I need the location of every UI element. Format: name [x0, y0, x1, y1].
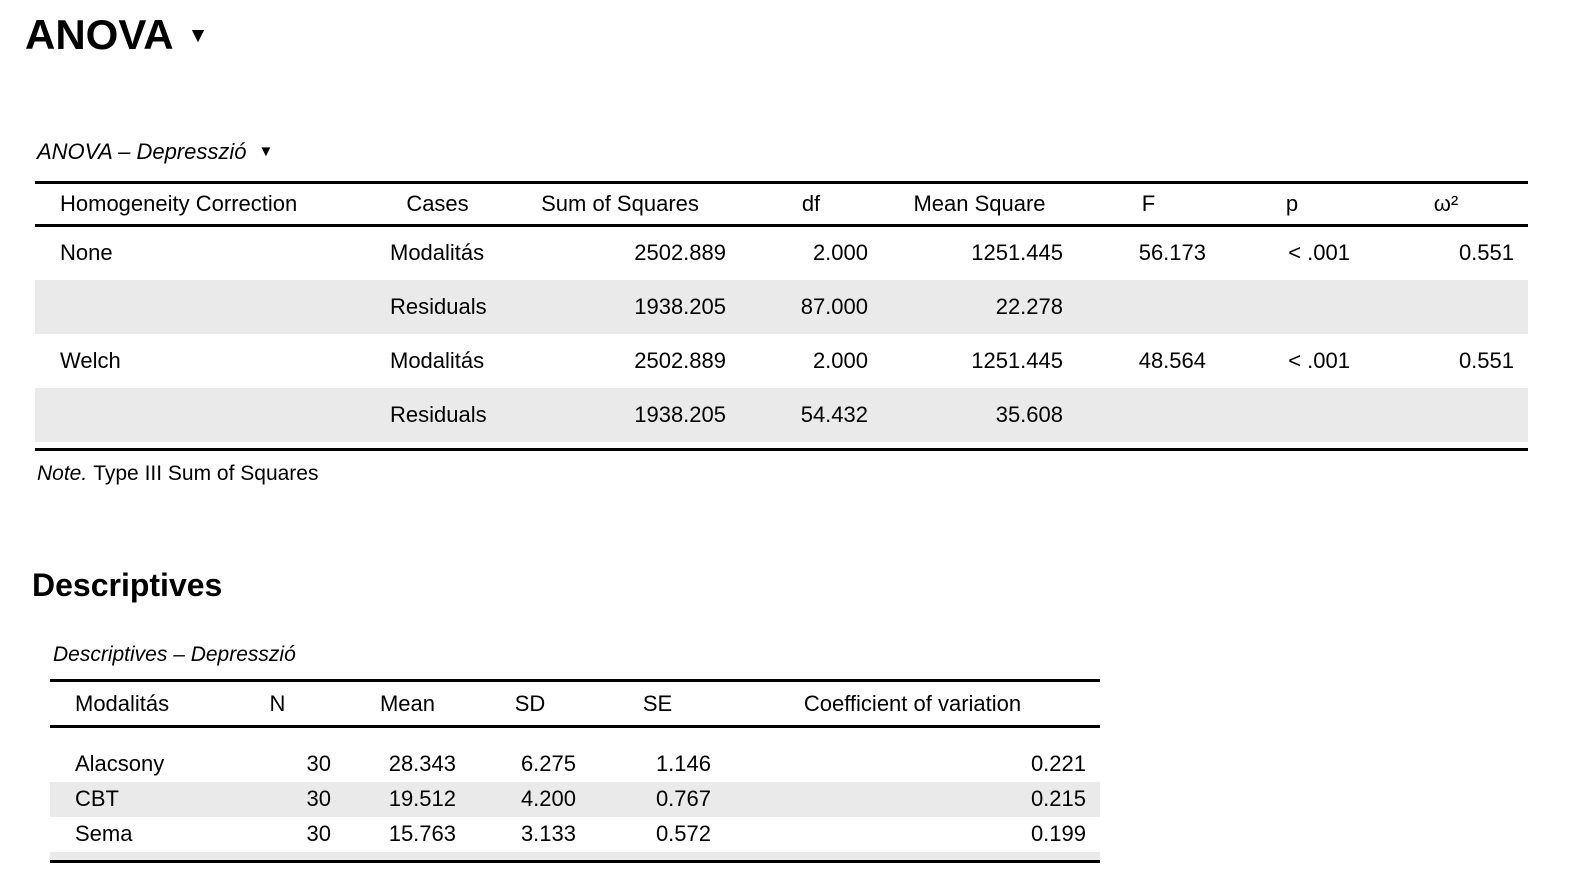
table-row: Welch Modalitás 2502.889 2.000 1251.445 …	[35, 334, 1528, 388]
cell-correction: None	[60, 240, 113, 266]
col-header-sum-of-squares: Sum of Squares	[500, 182, 740, 227]
col-header-omega-squared: ω²	[1364, 182, 1528, 227]
col-header-mean-square: Mean Square	[882, 182, 1077, 227]
cell-sum-of-squares: 1938.205	[500, 387, 740, 442]
col-header-n: N	[210, 680, 345, 728]
cell-mean: 19.512	[345, 781, 470, 817]
col-header-df: df	[740, 182, 882, 227]
cell-df: 2.000	[812, 347, 868, 373]
cell-cov: 0.221	[1030, 751, 1086, 776]
cell-omega-squared	[1364, 387, 1528, 442]
col-header-cases: Cases	[375, 182, 500, 227]
cell-correction: Welch	[60, 347, 121, 373]
col-header-modalitas: Modalitás	[50, 680, 210, 728]
cell-mean-square: 1251.445	[971, 347, 1063, 373]
cell-df: 54.432	[740, 387, 882, 442]
cell-sd: 3.133	[520, 821, 576, 846]
cell-mean-square: 22.278	[882, 279, 1077, 334]
cell-n: 30	[210, 781, 345, 817]
collapse-triangle-icon[interactable]: ▼	[258, 143, 274, 160]
descriptives-header-row: Modalitás N Mean SD SE Coefficient of va…	[50, 680, 1100, 728]
descriptives-table-title-label: Descriptives – Depresszió	[53, 643, 296, 666]
table-row: Residuals 1938.205 54.432 35.608	[35, 387, 1528, 442]
cell-p: < .001	[1288, 347, 1350, 373]
cell-p	[1220, 279, 1364, 334]
descriptives-table-title[interactable]: Descriptives – Depresszió	[53, 642, 296, 667]
table-header-spacer	[50, 727, 1100, 747]
descriptives-section-heading[interactable]: Descriptives	[32, 567, 223, 603]
cell-cases: Modalitás	[390, 347, 485, 373]
table-row: Sema 30 15.763 3.133 0.572 0.199	[50, 817, 1100, 852]
col-header-coefficient-of-variation: Coefficient of variation	[725, 680, 1100, 728]
cell-df: 87.000	[740, 279, 882, 334]
cell-cases: Residuals	[375, 387, 500, 442]
cell-mean-square: 1251.445	[971, 240, 1063, 266]
cell-modality: Alacsony	[75, 751, 165, 776]
cell-f: 48.564	[1138, 347, 1206, 373]
anova-header-row: Homogeneity Correction Cases Sum of Squa…	[35, 182, 1528, 227]
table-row: Residuals 1938.205 87.000 22.278	[35, 279, 1528, 334]
note-label: Note.	[37, 462, 88, 485]
table-footer-spacer	[50, 851, 1100, 862]
cell-cov: 0.199	[1030, 821, 1086, 846]
cell-se: 0.767	[590, 781, 725, 817]
cell-omega-squared: 0.551	[1458, 347, 1514, 373]
descriptives-heading-label: Descriptives	[32, 567, 223, 603]
cell-f	[1077, 387, 1220, 442]
cell-mean: 28.343	[388, 751, 456, 776]
cell-df: 2.000	[812, 240, 868, 266]
anova-table: Homogeneity Correction Cases Sum of Squa…	[35, 181, 1528, 451]
collapse-triangle-icon[interactable]: ▼	[187, 24, 209, 47]
cell-cases: Modalitás	[390, 240, 485, 266]
anova-section-heading[interactable]: ANOVA ▼	[25, 11, 209, 58]
cell-sum-of-squares: 1938.205	[500, 279, 740, 334]
col-header-se: SE	[590, 680, 725, 728]
cell-cov: 0.215	[725, 781, 1100, 817]
table-row: Alacsony 30 28.343 6.275 1.146 0.221	[50, 747, 1100, 782]
cell-se: 1.146	[655, 751, 711, 776]
cell-se: 0.572	[655, 821, 711, 846]
cell-sd: 6.275	[520, 751, 576, 776]
note-text: Type III Sum of Squares	[93, 462, 319, 485]
anova-heading-label: ANOVA	[25, 11, 174, 58]
cell-sum-of-squares: 2502.889	[634, 240, 726, 266]
cell-p	[1220, 387, 1364, 442]
cell-omega-squared: 0.551	[1458, 240, 1514, 266]
col-header-sd: SD	[470, 680, 590, 728]
cell-n: 30	[306, 751, 331, 776]
anova-table-title[interactable]: ANOVA – Depresszió ▼	[37, 139, 273, 165]
cell-mean: 15.763	[388, 821, 456, 846]
cell-correction	[35, 387, 375, 442]
col-header-homogeneity-correction: Homogeneity Correction	[35, 182, 375, 227]
cell-correction	[35, 279, 375, 334]
descriptives-table: Modalitás N Mean SD SE Coefficient of va…	[50, 679, 1100, 863]
cell-cases: Residuals	[375, 279, 500, 334]
col-header-f: F	[1077, 182, 1220, 227]
cell-sum-of-squares: 2502.889	[634, 347, 726, 373]
anova-table-note: Note. Type III Sum of Squares	[37, 461, 318, 487]
col-header-p: p	[1220, 182, 1364, 227]
anova-table-title-label: ANOVA – Depresszió	[37, 139, 247, 164]
cell-mean-square: 35.608	[882, 387, 1077, 442]
cell-n: 30	[306, 821, 331, 846]
cell-modality: Sema	[75, 821, 133, 846]
cell-modality: CBT	[50, 781, 210, 817]
col-header-mean: Mean	[345, 680, 470, 728]
table-row: CBT 30 19.512 4.200 0.767 0.215	[50, 781, 1100, 817]
table-footer-spacer	[35, 442, 1528, 450]
cell-omega-squared	[1364, 279, 1528, 334]
cell-sd: 4.200	[470, 781, 590, 817]
cell-f: 56.173	[1138, 240, 1206, 266]
table-row: None Modalitás 2502.889 2.000 1251.445 5…	[35, 226, 1528, 280]
cell-p: < .001	[1288, 240, 1350, 266]
cell-f	[1077, 279, 1220, 334]
